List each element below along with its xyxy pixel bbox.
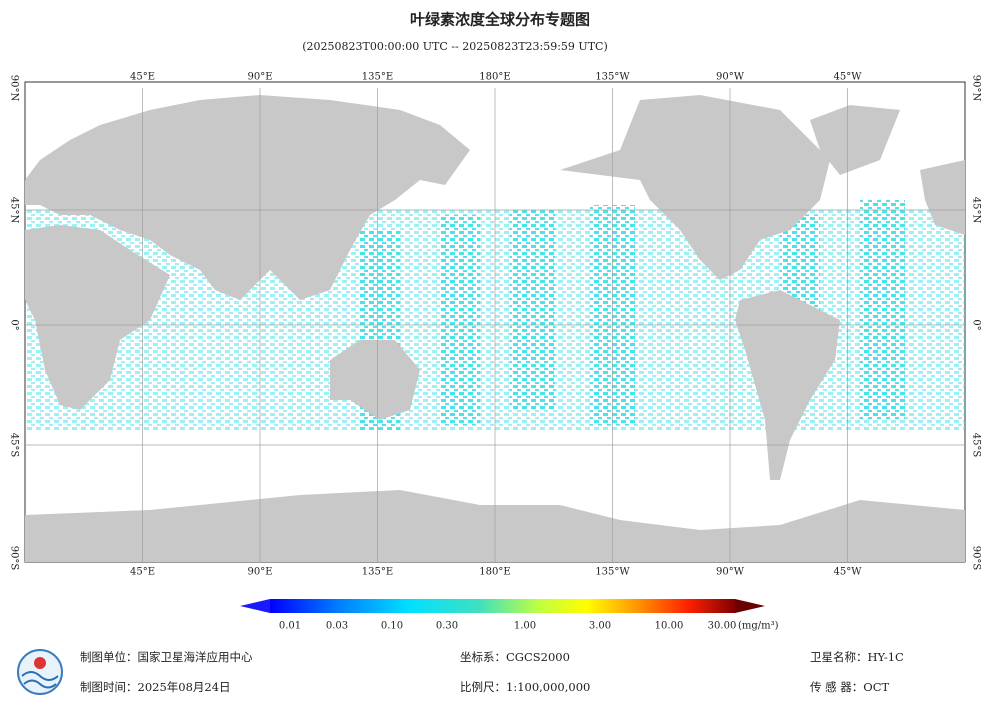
- production-date: 制图时间：2025年08月24日: [80, 680, 231, 694]
- colorbar-label: 0.01: [279, 621, 301, 632]
- lon-label-top: 45°E: [130, 72, 155, 83]
- satellite: 卫星名称：HY-1C: [810, 650, 904, 664]
- colorbar-label: 3.00: [589, 621, 611, 632]
- lon-label-top: 180°E: [479, 72, 510, 83]
- lon-label-bottom: 90°E: [247, 567, 272, 578]
- producer: 制图单位：国家卫星海洋应用中心: [80, 650, 253, 664]
- colorbar-label: 1.00: [514, 621, 536, 632]
- footer: 制图单位：国家卫星海洋应用中心 制图时间：2025年08月24日 坐标系：CGC…: [17, 649, 904, 695]
- lon-label-top: 90°E: [247, 72, 272, 83]
- graticule: 45°E 45°E 90°E 90°E 135°E 135°E 180°E 180°E 135°…: [9, 72, 982, 578]
- map: 45°E 45°E 90°E 90°E 135°E 135°E 180°E 180°E 135°…: [9, 72, 982, 578]
- lat-label-right: 45°N: [971, 197, 982, 224]
- lat-label-right: 90°S: [971, 546, 982, 571]
- lon-label-bottom: 135°W: [595, 567, 630, 578]
- subtitle: (20250823T00:00:00 UTC -- 20250823T23:59…: [302, 40, 608, 53]
- lon-label-top: 90°W: [716, 72, 745, 83]
- colorbar-ramp: [270, 599, 735, 613]
- lat-label-left: 45°N: [9, 197, 20, 224]
- lat-label-right: 45°S: [971, 433, 982, 458]
- lon-label-bottom: 90°W: [716, 567, 745, 578]
- colorbar-low-arrow: [240, 599, 270, 613]
- lat-label-left: 45°S: [9, 433, 20, 458]
- coordinate-system: 坐标系：CGCS2000: [460, 650, 570, 664]
- colorbar: 0.01 0.03 0.10 0.30 1.00 3.00 10.00 30.00 (mg/m…: [240, 599, 779, 632]
- colorbar-label: 30.00: [708, 621, 737, 632]
- lat-label-right: 0°: [971, 319, 982, 330]
- lon-label-top: 45°W: [833, 72, 862, 83]
- lat-label-left: 90°S: [9, 546, 20, 571]
- lat-label-left: 0°: [9, 319, 20, 330]
- lat-label-right: 90°N: [971, 75, 982, 102]
- sensor: 传 感 器：OCT: [810, 680, 890, 694]
- colorbar-label: 0.30: [436, 621, 458, 632]
- colorbar-unit: (mg/m³): [738, 621, 779, 632]
- lat-label-left: 90°N: [9, 75, 20, 102]
- lon-label-bottom: 135°E: [362, 567, 393, 578]
- lon-label-bottom: 45°W: [833, 567, 862, 578]
- map-scale: 比例尺：1:100,000,000: [460, 680, 590, 694]
- title: 叶绿素浓度全球分布专题图: [410, 11, 590, 29]
- colorbar-label: 0.10: [381, 621, 403, 632]
- lon-label-bottom: 180°E: [479, 567, 510, 578]
- logo: [17, 649, 63, 695]
- colorbar-label: 0.03: [326, 621, 348, 632]
- lon-label-bottom: 45°E: [130, 567, 155, 578]
- colorbar-label: 10.00: [655, 621, 684, 632]
- lon-label-top: 135°E: [362, 72, 393, 83]
- colorbar-high-arrow: [735, 599, 765, 613]
- lon-label-top: 135°W: [595, 72, 630, 83]
